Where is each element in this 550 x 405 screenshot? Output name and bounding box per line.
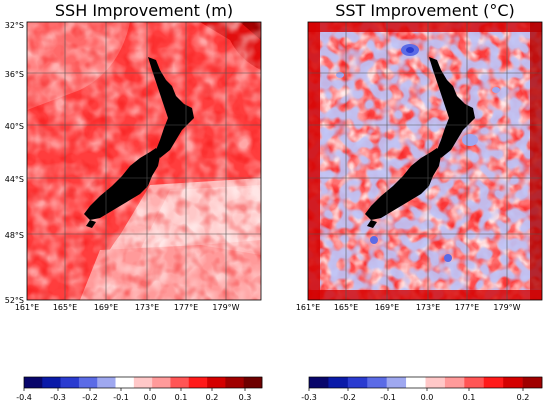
- colorbar-tick-label: -0.3: [301, 393, 317, 402]
- colorbar-swatch: [188, 377, 208, 388]
- sst-lon-label: 165°E: [334, 303, 358, 312]
- sst-colorbar-ticks: -0.3 -0.2 -0.1 0.0 0.1 0.2: [301, 388, 529, 402]
- colorbar-swatch: [133, 377, 153, 388]
- colorbar-frame: [308, 376, 543, 389]
- colorbar-tick-label: -0.2: [340, 393, 356, 402]
- ssh-lon-label: 165°E: [53, 303, 77, 312]
- colorbar-swatch: [207, 377, 226, 388]
- colorbar-tick-label: 0.2: [517, 393, 530, 402]
- colorbar-swatch: [78, 377, 98, 388]
- colorbar-swatch: [243, 377, 263, 388]
- sst-new-zealand-land: [365, 57, 475, 228]
- ssh-lat-label: 48°S: [5, 231, 24, 240]
- ssh-map-frame: [26, 21, 262, 301]
- colorbar-swatch: [425, 377, 446, 388]
- ssh-lat-label: 32°S: [5, 21, 24, 30]
- ssh-lon-label: 179°W: [212, 303, 239, 312]
- ssh-lon-axis: 161°E 165°E 169°E 173°E 177°E 179°W: [15, 303, 240, 312]
- ssh-gridlines: [27, 22, 261, 300]
- colorbar-tick-label: -0.1: [113, 393, 129, 402]
- colorbar-swatch: [347, 377, 368, 388]
- colorbar-swatch: [60, 377, 80, 388]
- colorbar-swatch: [483, 377, 504, 388]
- ssh-colorbar-ticks: -0.4 -0.3 -0.2 -0.1 0.0 0.1 0.2 0.3: [16, 388, 251, 402]
- colorbar-swatch: [522, 377, 543, 388]
- colorbar-swatch: [464, 377, 485, 388]
- colorbar-swatch: [97, 377, 116, 388]
- ssh-lon-label: 173°E: [135, 303, 159, 312]
- sst-lon-label: 177°E: [455, 303, 479, 312]
- ssh-map-field: [27, 22, 261, 300]
- ssh-lat-label: 40°S: [5, 122, 24, 131]
- colorbar-swatch: [328, 377, 349, 388]
- sst-lon-axis: 161°E 165°E 169°E 173°E 177°E 179°W: [296, 303, 521, 312]
- colorbar-swatch: [367, 377, 387, 388]
- colorbar-tick-label: 0.1: [463, 393, 476, 402]
- colorbar-swatch: [152, 377, 171, 388]
- colorbar-tick-label: 0.2: [206, 393, 219, 402]
- ssh-lat-label: 36°S: [5, 70, 24, 79]
- colorbar-swatch: [42, 377, 61, 388]
- sst-map-frame: [307, 21, 543, 301]
- ssh-lat-label: 44°S: [5, 175, 24, 184]
- colorbar-tick-label: -0.4: [16, 393, 32, 402]
- sst-lon-label: 161°E: [296, 303, 320, 312]
- sst-map-field: [308, 22, 542, 300]
- colorbar-tick-label: 0.1: [175, 393, 188, 402]
- ssh-lon-label: 161°E: [15, 303, 39, 312]
- colorbar-swatch: [503, 377, 523, 388]
- colorbar-swatch: [309, 377, 329, 388]
- ssh-title: SSH Improvement (m): [55, 1, 233, 20]
- ssh-colorbar: [23, 376, 263, 389]
- colorbar-tick-label: -0.2: [82, 393, 98, 402]
- sst-lon-label: 173°E: [416, 303, 440, 312]
- ssh-lon-label: 169°E: [94, 303, 118, 312]
- colorbar-swatch: [24, 377, 43, 388]
- colorbar-swatch: [225, 377, 244, 388]
- colorbar-frame: [23, 376, 263, 389]
- colorbar-tick-label: 0.3: [239, 393, 252, 402]
- colorbar-tick-label: 0.0: [421, 393, 434, 402]
- sst-title: SST Improvement (°C): [335, 1, 515, 20]
- colorbar-swatch: [115, 377, 135, 388]
- sst-gridlines: [308, 22, 542, 300]
- sst-lon-label: 179°W: [493, 303, 520, 312]
- colorbar-swatch: [444, 377, 465, 388]
- colorbar-swatch: [170, 377, 190, 388]
- sst-lon-label: 169°E: [375, 303, 399, 312]
- ssh-lon-label: 177°E: [174, 303, 198, 312]
- sst-colorbar: [308, 376, 543, 389]
- colorbar-tick-label: 0.0: [144, 393, 157, 402]
- ssh-new-zealand-land: [84, 57, 194, 228]
- ssh-panel: SSH Improvement (m): [5, 1, 263, 402]
- colorbar-swatch: [386, 377, 407, 388]
- colorbar-tick-label: -0.1: [380, 393, 396, 402]
- ssh-lat-axis: 32°S 36°S 40°S 44°S 48°S 52°S: [5, 21, 24, 305]
- ssh-lat-label: 52°S: [5, 296, 24, 305]
- colorbar-swatch: [406, 377, 426, 388]
- colorbar-tick-label: -0.3: [50, 393, 66, 402]
- sst-panel: SST Improvement (°C): [296, 1, 543, 402]
